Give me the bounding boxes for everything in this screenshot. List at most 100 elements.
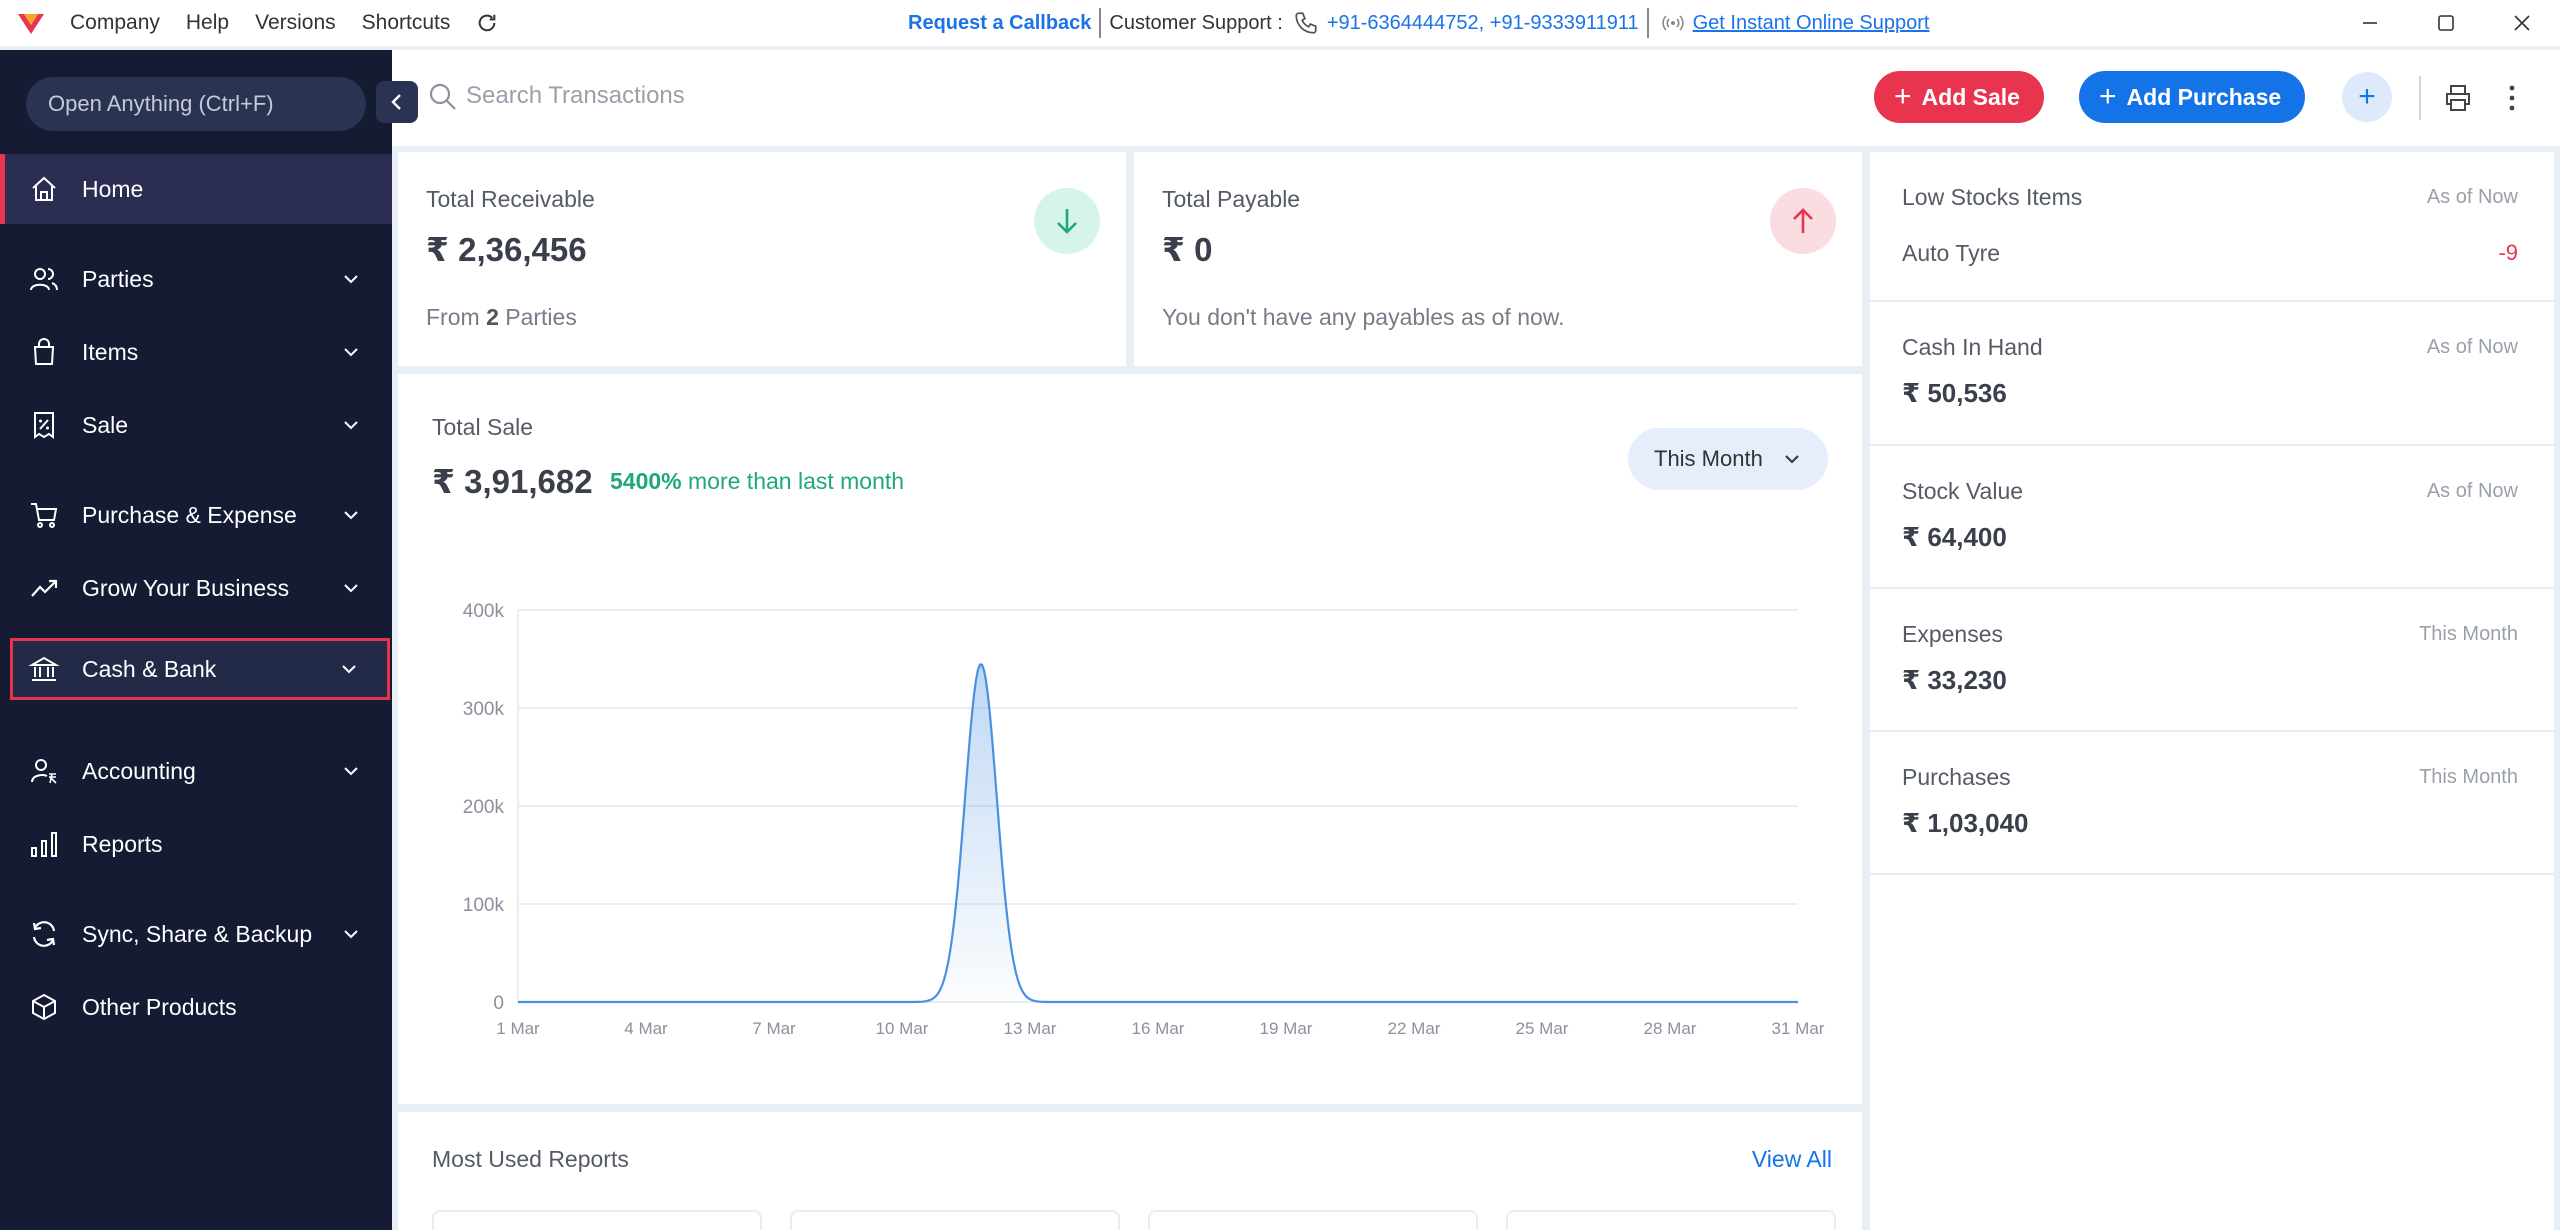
- request-callback-link[interactable]: Request a Callback: [908, 11, 1092, 34]
- sales-chart: 0 100k 200k 300k 400k 1 Mar 4 Mar 7 Mar 10 Mar 13…: [463, 601, 1825, 1038]
- window-controls: [2332, 0, 2560, 46]
- x-tick-label: 7 Mar: [752, 1019, 796, 1038]
- total-sale-card: Total Sale ₹ 3,91,682 5400% more than la…: [398, 374, 1862, 1104]
- minimize-button[interactable]: [2332, 0, 2408, 46]
- add-more-button[interactable]: +: [2342, 72, 2392, 122]
- print-icon[interactable]: [2442, 82, 2474, 114]
- arrow-down-icon: [1057, 209, 1077, 234]
- parties-icon: [30, 268, 58, 291]
- sidebar-item-label: Sale: [82, 411, 129, 438]
- x-tick-label: 19 Mar: [1260, 1019, 1313, 1038]
- add-sale-label: Add Sale: [1921, 83, 2020, 110]
- cash-title: Cash In Hand: [1902, 334, 2043, 360]
- instant-online-support-link[interactable]: Get Instant Online Support: [1692, 11, 1930, 34]
- cube-icon: [32, 993, 56, 1021]
- x-tick-label: 10 Mar: [876, 1019, 929, 1038]
- sidebar: Open Anything (Ctrl+F) Home Parties Item…: [0, 50, 418, 1230]
- most-used-reports-card: Most Used Reports View All: [398, 1112, 1862, 1230]
- add-purchase-label: Add Purchase: [2126, 83, 2282, 110]
- purchases-section[interactable]: Purchases This Month ₹ 1,03,040: [1870, 732, 2554, 875]
- close-icon: [2514, 15, 2530, 31]
- report-tile[interactable]: [1148, 1210, 1478, 1230]
- expenses-title: Expenses: [1902, 621, 2004, 647]
- maximize-button[interactable]: [2408, 0, 2484, 46]
- report-tile[interactable]: [432, 1210, 762, 1230]
- menu-help[interactable]: Help: [185, 11, 230, 34]
- app-logo: [18, 14, 44, 34]
- chevron-down-icon: [344, 584, 358, 593]
- report-tile[interactable]: [790, 1210, 1120, 1230]
- sidebar-item-parties[interactable]: Parties: [0, 244, 392, 314]
- y-tick-label: 200k: [463, 797, 505, 818]
- support-area: Request a Callback Customer Support : +9…: [908, 0, 1929, 46]
- divider: [1646, 8, 1649, 38]
- maximize-icon: [2438, 15, 2454, 31]
- receivable-label: Total Receivable: [426, 186, 595, 212]
- close-button[interactable]: [2484, 0, 2560, 46]
- chevron-down-icon: [344, 421, 358, 430]
- sidebar-item-label: Parties: [82, 265, 154, 292]
- stock-value-section[interactable]: Stock Value As of Now ₹ 64,400: [1870, 446, 2554, 589]
- y-tick-label: 100k: [463, 895, 505, 916]
- chevron-down-icon: [1785, 455, 1799, 464]
- chevron-down-icon: [344, 348, 358, 357]
- y-tick-label: 0: [493, 993, 504, 1014]
- report-tile[interactable]: [1506, 1210, 1836, 1230]
- menu-versions[interactable]: Versions: [255, 11, 336, 34]
- sidebar-item-label: Accounting: [82, 757, 196, 784]
- sidebar-item-sync-share-backup[interactable]: Sync, Share & Backup: [0, 899, 392, 969]
- y-tick-label: 400k: [463, 601, 505, 622]
- refresh-icon[interactable]: [476, 12, 498, 34]
- search-transactions-input[interactable]: [466, 72, 1066, 120]
- cash-in-hand-section[interactable]: Cash In Hand As of Now ₹ 50,536: [1870, 302, 2554, 446]
- chevron-down-icon: [344, 930, 358, 939]
- sidebar-item-grow-your-business[interactable]: Grow Your Business: [0, 553, 392, 623]
- search-icon: [429, 83, 456, 110]
- sidebar-item-label: Grow Your Business: [82, 574, 290, 601]
- period-select[interactable]: This Month: [1628, 428, 1828, 490]
- open-anything-button[interactable]: Open Anything (Ctrl+F): [26, 77, 366, 131]
- sidebar-item-other-products[interactable]: Other Products: [0, 972, 392, 1042]
- total-payable-card[interactable]: Total Payable ₹ 0 You don't have any pay…: [1134, 152, 1862, 366]
- x-tick-label: 31 Mar: [1772, 1019, 1825, 1038]
- sidebar-item-items[interactable]: Items: [0, 317, 392, 387]
- most-used-reports-title: Most Used Reports: [432, 1146, 629, 1172]
- sidebar-item-home[interactable]: Home: [0, 154, 392, 224]
- cash-amount: ₹ 50,536: [1902, 378, 2007, 408]
- sidebar-item-purchase-expense[interactable]: Purchase & Expense: [0, 480, 392, 550]
- growth-percent: 5400%: [610, 468, 682, 494]
- sidebar-item-accounting[interactable]: Accounting: [0, 736, 392, 806]
- low-stock-title: Low Stocks Items: [1902, 184, 2083, 210]
- customer-support-label: Customer Support :: [1109, 11, 1283, 34]
- menu-shortcuts[interactable]: Shortcuts: [361, 11, 451, 34]
- sync-icon: [32, 921, 56, 947]
- stock-meta: As of Now: [2426, 480, 2518, 502]
- title-bar: Company Help Versions Shortcuts Request …: [0, 0, 2560, 46]
- more-options-icon[interactable]: [2504, 82, 2520, 114]
- expenses-section[interactable]: Expenses This Month ₹ 33,230: [1870, 589, 2554, 732]
- divider: [2419, 76, 2421, 120]
- sale-growth-text: 5400% more than last month: [610, 468, 904, 495]
- menu-company[interactable]: Company: [70, 11, 160, 34]
- parties-count: 2: [486, 304, 499, 330]
- x-tick-label: 22 Mar: [1388, 1019, 1441, 1038]
- accounting-icon: [31, 759, 57, 784]
- sidebar-item-sale[interactable]: Sale: [0, 390, 392, 460]
- sidebar-item-cash-bank[interactable]: Cash & Bank: [10, 638, 390, 700]
- plus-icon: +: [2099, 80, 2117, 113]
- phone-icon: [1295, 12, 1317, 34]
- total-receivable-card[interactable]: Total Receivable ₹ 2,36,456 From 2 Parti…: [398, 152, 1126, 366]
- chevron-left-icon: [391, 94, 401, 110]
- add-purchase-button[interactable]: + Add Purchase: [2079, 71, 2306, 123]
- sidebar-item-label: Home: [82, 175, 144, 202]
- view-all-link[interactable]: View All: [1751, 1146, 1832, 1172]
- support-phone-numbers[interactable]: +91-6364444752, +91-9333911911: [1326, 11, 1639, 34]
- low-stock-section[interactable]: Low Stocks Items As of Now Auto Tyre -9: [1870, 152, 2554, 302]
- sidebar-item-reports[interactable]: Reports: [0, 809, 392, 879]
- collapse-sidebar-button[interactable]: [376, 81, 418, 123]
- items-icon: [33, 338, 55, 365]
- low-stock-meta: As of Now: [2426, 186, 2518, 208]
- sidebar-item-label: Sync, Share & Backup: [82, 920, 313, 947]
- add-sale-button[interactable]: + Add Sale: [1874, 71, 2044, 123]
- top-bar: + Add Sale + Add Purchase +: [392, 50, 2560, 146]
